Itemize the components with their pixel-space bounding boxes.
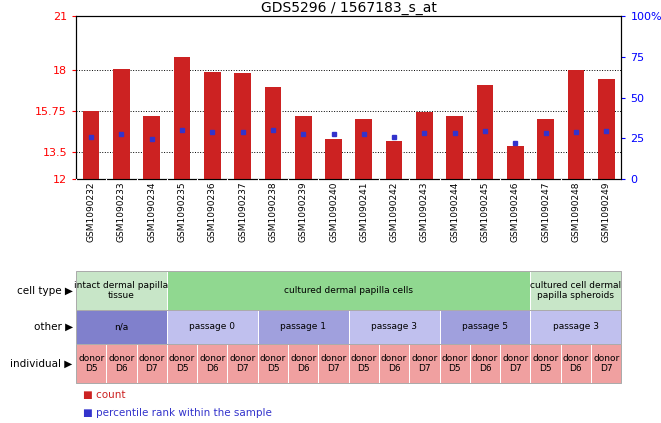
Text: GSM1090244: GSM1090244	[450, 182, 459, 242]
Text: donor
D5: donor D5	[351, 354, 377, 373]
Bar	[83, 111, 100, 179]
Text: individual ▶: individual ▶	[11, 358, 73, 368]
Text: donor
D7: donor D7	[411, 354, 438, 373]
Bar	[204, 72, 221, 179]
Bar	[264, 87, 282, 179]
Text: passage 3: passage 3	[553, 322, 599, 332]
Text: intact dermal papilla
tissue: intact dermal papilla tissue	[75, 281, 169, 300]
Text: donor
D5: donor D5	[533, 354, 559, 373]
Text: donor
D6: donor D6	[381, 354, 407, 373]
Text: GSM1090240: GSM1090240	[329, 182, 338, 242]
Text: GSM1090245: GSM1090245	[481, 182, 490, 242]
Bar	[598, 80, 615, 179]
Text: GSM1090249: GSM1090249	[602, 182, 611, 242]
Text: ■ percentile rank within the sample: ■ percentile rank within the sample	[83, 408, 272, 418]
Text: GSM1090232: GSM1090232	[87, 182, 96, 242]
Text: GSM1090246: GSM1090246	[511, 182, 520, 242]
Bar	[234, 73, 251, 179]
Text: GSM1090234: GSM1090234	[147, 182, 156, 242]
Bar	[537, 119, 554, 179]
Bar	[386, 141, 403, 179]
Text: GSM1090237: GSM1090237	[238, 182, 247, 242]
Text: cultured dermal papilla cells: cultured dermal papilla cells	[284, 286, 413, 295]
Text: cell type ▶: cell type ▶	[17, 286, 73, 296]
Text: donor
D6: donor D6	[199, 354, 225, 373]
Text: GSM1090243: GSM1090243	[420, 182, 429, 242]
Text: passage 0: passage 0	[189, 322, 235, 332]
Text: donor
D5: donor D5	[169, 354, 195, 373]
Text: GSM1090238: GSM1090238	[268, 182, 278, 242]
Text: donor
D7: donor D7	[502, 354, 528, 373]
Text: cultured cell dermal
papilla spheroids: cultured cell dermal papilla spheroids	[530, 281, 621, 300]
Bar	[446, 115, 463, 179]
Text: donor
D7: donor D7	[229, 354, 256, 373]
Bar	[113, 69, 130, 179]
Text: passage 5: passage 5	[462, 322, 508, 332]
Bar	[356, 119, 372, 179]
Text: donor
D6: donor D6	[563, 354, 589, 373]
Text: GSM1090242: GSM1090242	[389, 182, 399, 242]
Bar	[325, 139, 342, 179]
Bar	[507, 146, 524, 179]
Text: donor
D6: donor D6	[108, 354, 135, 373]
Text: GSM1090236: GSM1090236	[208, 182, 217, 242]
Text: ■ count: ■ count	[83, 390, 125, 400]
Text: donor
D7: donor D7	[593, 354, 619, 373]
Text: donor
D6: donor D6	[290, 354, 317, 373]
Text: GSM1090248: GSM1090248	[571, 182, 580, 242]
Text: GSM1090247: GSM1090247	[541, 182, 550, 242]
Text: GSM1090233: GSM1090233	[117, 182, 126, 242]
Text: donor
D5: donor D5	[442, 354, 468, 373]
Text: donor
D5: donor D5	[78, 354, 104, 373]
Bar	[295, 115, 311, 179]
Bar	[568, 70, 584, 179]
Text: passage 3: passage 3	[371, 322, 417, 332]
Text: passage 1: passage 1	[280, 322, 327, 332]
Bar	[416, 112, 433, 179]
Text: GSM1090239: GSM1090239	[299, 182, 308, 242]
Bar	[174, 57, 190, 179]
Text: donor
D6: donor D6	[472, 354, 498, 373]
Text: n/a: n/a	[114, 322, 129, 332]
Text: GSM1090235: GSM1090235	[178, 182, 186, 242]
Bar	[143, 115, 160, 179]
Text: GSM1090241: GSM1090241	[360, 182, 368, 242]
Bar	[477, 85, 493, 179]
Text: donor
D7: donor D7	[321, 354, 346, 373]
Text: donor
D7: donor D7	[139, 354, 165, 373]
Text: other ▶: other ▶	[34, 322, 73, 332]
Text: GDS5296 / 1567183_s_at: GDS5296 / 1567183_s_at	[260, 1, 437, 15]
Text: donor
D5: donor D5	[260, 354, 286, 373]
